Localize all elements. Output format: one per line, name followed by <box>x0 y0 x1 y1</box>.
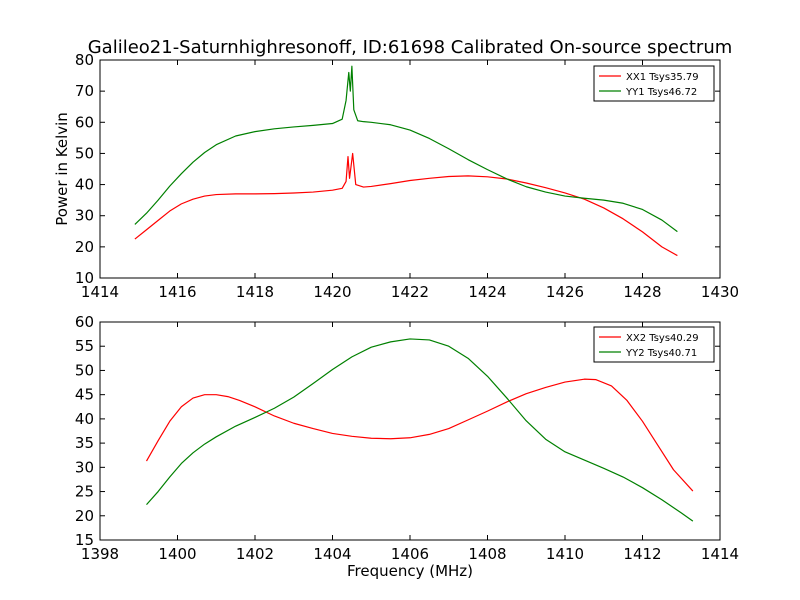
y-tick-label: 80 <box>75 51 94 69</box>
x-tick-label: 1410 <box>546 545 584 563</box>
y-tick-label: 45 <box>75 386 94 404</box>
x-tick-label: 1406 <box>391 545 429 563</box>
x-tick-label: 1420 <box>313 283 351 301</box>
legend-entry: XX1 Tsys35.79 <box>626 72 699 83</box>
y-tick-label: 20 <box>75 507 94 525</box>
series-line-yy1 <box>134 65 678 233</box>
series-line-yy2 <box>146 338 694 522</box>
y-tick-label: 50 <box>75 361 94 379</box>
x-tick-label: 1414 <box>81 283 119 301</box>
y-tick-label: 30 <box>75 458 94 476</box>
legend-box <box>593 326 715 363</box>
x-tick-label: 1412 <box>623 545 661 563</box>
y-tick-label: 40 <box>75 410 94 428</box>
x-tick-label: 1400 <box>158 545 196 563</box>
x-tick-label: 1408 <box>468 545 506 563</box>
x-axis-label-bottom: Frequency (MHz) <box>347 562 473 580</box>
y-tick-label: 40 <box>75 176 94 194</box>
y-tick-label: 30 <box>75 207 94 225</box>
y-tick-label: 20 <box>75 238 94 256</box>
y-tick-label: 25 <box>75 483 94 501</box>
x-tick-label: 1414 <box>701 545 739 563</box>
x-tick-label: 1428 <box>623 283 661 301</box>
chart-title: Galileo21-Saturnhighresonoff, ID:61698 C… <box>88 37 733 58</box>
x-tick-label: 1416 <box>158 283 196 301</box>
x-tick-label: 1422 <box>391 283 429 301</box>
y-tick-label: 70 <box>75 82 94 100</box>
legend-entry: YY1 Tsys46.72 <box>625 87 697 98</box>
x-tick-label: 1418 <box>236 283 274 301</box>
y-tick-label: 60 <box>75 113 94 131</box>
x-tick-label: 1424 <box>468 283 506 301</box>
y-tick-label: 50 <box>75 144 94 162</box>
x-tick-label: 1402 <box>236 545 274 563</box>
y-tick-label: 15 <box>75 531 94 549</box>
legend-entry: XX2 Tsys40.29 <box>626 333 699 344</box>
y-tick-label: 55 <box>75 337 94 355</box>
x-tick-label: 1404 <box>313 545 351 563</box>
y-tick-label: 60 <box>75 313 94 331</box>
legend-entry: YY2 Tsys40.71 <box>625 348 697 359</box>
x-tick-label: 1430 <box>701 283 739 301</box>
top-panel: 1414 1416 1418 1420 1422 1424 1426 1428 1430 10 20… <box>75 51 739 301</box>
series-line-xx2 <box>145 378 694 492</box>
y-tick-label: 10 <box>75 269 94 287</box>
y-axis-label-top: Power in Kelvin <box>53 112 71 226</box>
series-line-xx1 <box>134 152 678 257</box>
x-tick-label: 1398 <box>81 545 119 563</box>
y-tick-label: 35 <box>75 434 94 452</box>
x-tick-label: 1426 <box>546 283 584 301</box>
bottom-panel: 1398 1400 1402 1404 1406 1408 1410 1412 1414 15 20… <box>75 313 739 563</box>
legend-box <box>593 65 715 102</box>
